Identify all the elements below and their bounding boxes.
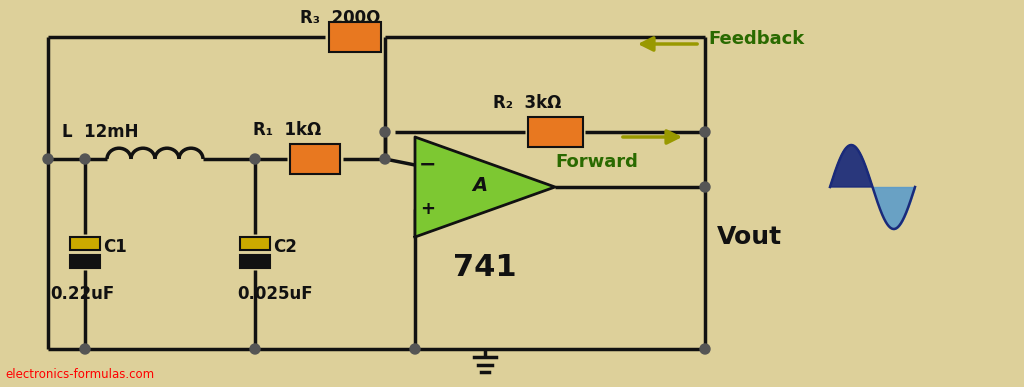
Text: L  12mH: L 12mH bbox=[62, 123, 138, 141]
Text: C2: C2 bbox=[273, 238, 297, 256]
Circle shape bbox=[410, 344, 420, 354]
Polygon shape bbox=[415, 137, 555, 237]
Text: +: + bbox=[421, 200, 435, 218]
Bar bbox=[240, 255, 270, 267]
Text: R₁  1kΩ: R₁ 1kΩ bbox=[253, 121, 322, 139]
Circle shape bbox=[250, 154, 260, 164]
Text: R₂  3kΩ: R₂ 3kΩ bbox=[493, 94, 561, 112]
Bar bbox=[240, 236, 270, 250]
Circle shape bbox=[380, 127, 390, 137]
Text: 0.025uF: 0.025uF bbox=[237, 285, 312, 303]
Text: C1: C1 bbox=[103, 238, 127, 256]
Text: Forward: Forward bbox=[555, 153, 638, 171]
Circle shape bbox=[250, 344, 260, 354]
Text: Feedback: Feedback bbox=[708, 30, 804, 48]
Text: Vout: Vout bbox=[717, 225, 782, 249]
Circle shape bbox=[43, 154, 53, 164]
Circle shape bbox=[80, 154, 90, 164]
Text: A: A bbox=[472, 175, 487, 195]
Text: 0.22uF: 0.22uF bbox=[50, 285, 115, 303]
Bar bbox=[329, 22, 381, 52]
Circle shape bbox=[80, 344, 90, 354]
Circle shape bbox=[700, 344, 710, 354]
Bar bbox=[527, 117, 583, 147]
Bar bbox=[290, 144, 340, 174]
Text: R₃  200Ω: R₃ 200Ω bbox=[300, 9, 380, 27]
Circle shape bbox=[700, 182, 710, 192]
Text: 741: 741 bbox=[454, 252, 517, 281]
Text: −: − bbox=[419, 155, 437, 175]
Text: electronics-formulas.com: electronics-formulas.com bbox=[5, 368, 155, 381]
Bar bbox=[70, 255, 100, 267]
Circle shape bbox=[380, 154, 390, 164]
Circle shape bbox=[700, 127, 710, 137]
Bar bbox=[70, 236, 100, 250]
